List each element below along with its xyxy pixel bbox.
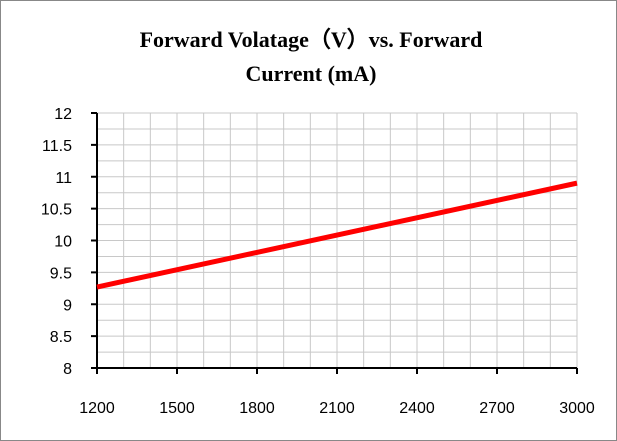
x-tick-label: 2100 [319,400,355,417]
y-tick-label: 12 [54,106,72,123]
y-tick-label: 11.5 [42,138,72,155]
grid [96,112,578,369]
x-tick-label: 3000 [559,400,595,417]
x-tick-label: 2700 [479,400,515,417]
x-tick-label: 1800 [239,400,275,417]
y-tick-label: 11 [55,170,72,187]
x-tick-label: 1500 [159,400,195,417]
chart-title-line-2: Current (mA) [245,61,377,86]
series-layer [96,180,578,290]
series-line [96,180,578,290]
tick-labels: 8 8.5 9 9.5 10 10.5 11 11.5 12 1200 1500 1800 2100 24… [41,106,595,417]
chart-title-line-1: Forward Volatage（V）vs. Forward [139,27,483,52]
x-tick-label: 2400 [399,400,435,417]
y-tick-label: 10.5 [41,202,72,219]
y-tick-label: 8.5 [50,329,72,346]
axes [91,112,578,374]
y-tick-label: 9 [63,297,72,314]
y-tick-label: 10 [54,234,72,251]
chart-title: Forward Volatage（V）vs. Forward Current (… [61,23,561,91]
x-tick-label: 1200 [79,400,115,417]
y-tick-label: 9.5 [50,265,72,282]
y-tick-label: 8 [63,361,72,378]
